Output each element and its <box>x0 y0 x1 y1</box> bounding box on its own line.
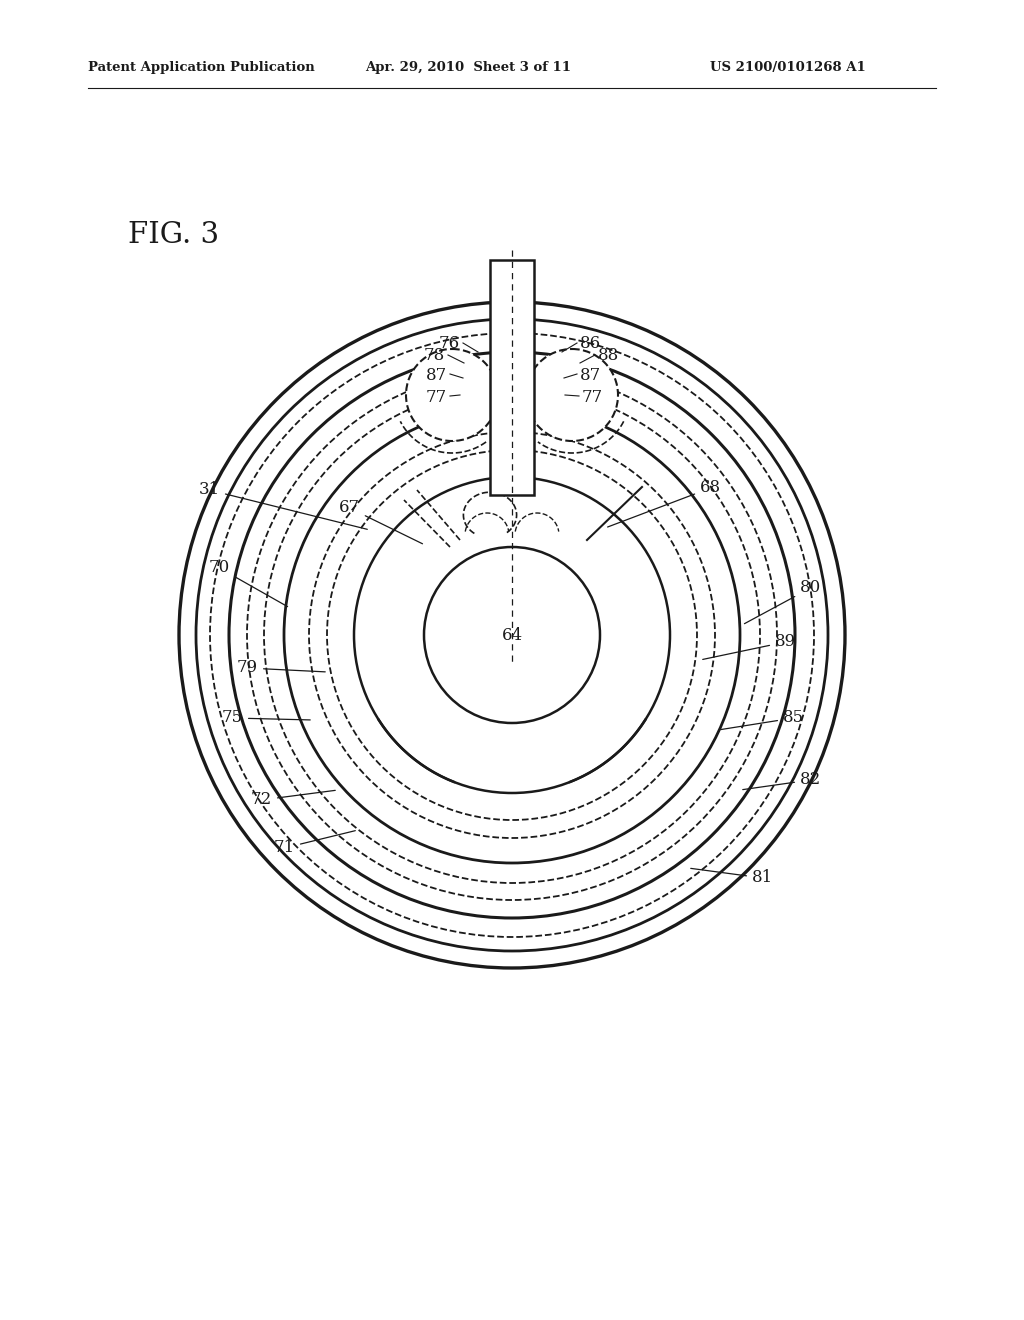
Text: 71: 71 <box>273 830 355 857</box>
Circle shape <box>526 348 618 441</box>
Text: 75: 75 <box>222 710 310 726</box>
Text: 77: 77 <box>426 389 447 407</box>
Text: 79: 79 <box>237 660 326 676</box>
Text: Patent Application Publication: Patent Application Publication <box>88 62 314 74</box>
Circle shape <box>406 348 498 441</box>
Text: Apr. 29, 2010  Sheet 3 of 11: Apr. 29, 2010 Sheet 3 of 11 <box>365 62 571 74</box>
Text: 80: 80 <box>744 579 821 623</box>
Text: 85: 85 <box>721 710 804 730</box>
Text: 68: 68 <box>607 479 721 527</box>
Bar <box>490 260 534 495</box>
Text: 82: 82 <box>742 771 821 789</box>
Text: 70: 70 <box>209 560 288 607</box>
Text: US 2100/0101268 A1: US 2100/0101268 A1 <box>710 62 865 74</box>
Text: 67: 67 <box>339 499 423 544</box>
Text: 87: 87 <box>426 367 447 384</box>
Text: 77: 77 <box>582 389 603 407</box>
Text: 72: 72 <box>251 791 335 808</box>
Text: 89: 89 <box>702 634 796 660</box>
Text: FIG. 3: FIG. 3 <box>128 220 219 249</box>
Text: 86: 86 <box>580 334 601 351</box>
Text: 64: 64 <box>502 627 522 644</box>
Text: 81: 81 <box>691 869 773 887</box>
Text: 76: 76 <box>439 334 460 351</box>
Text: 88: 88 <box>598 346 620 363</box>
Text: 87: 87 <box>580 367 601 384</box>
Text: 78: 78 <box>424 346 445 363</box>
Text: 31: 31 <box>199 482 368 529</box>
